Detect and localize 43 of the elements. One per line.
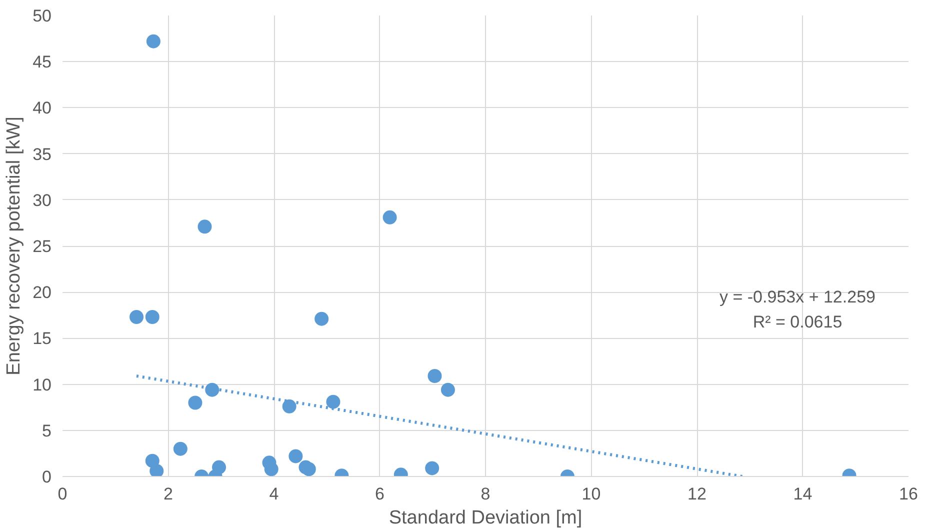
y-axis-title: Energy recovery potential [kW] bbox=[4, 116, 25, 376]
point bbox=[130, 310, 144, 324]
point bbox=[198, 220, 212, 234]
x-axis-title: Standard Deviation [m] bbox=[388, 508, 582, 528]
point bbox=[314, 312, 329, 326]
point bbox=[428, 369, 442, 383]
x-tick-label: 0 bbox=[58, 484, 68, 504]
annotation: R² = 0.0615 bbox=[752, 312, 842, 332]
point bbox=[302, 462, 316, 476]
point bbox=[425, 461, 440, 476]
y-tick-label: 30 bbox=[32, 190, 52, 210]
point bbox=[288, 449, 303, 464]
x-tick-label: 4 bbox=[269, 484, 279, 504]
point bbox=[326, 394, 340, 409]
y-tick-label: 40 bbox=[32, 98, 52, 118]
x-tick-label: 12 bbox=[688, 484, 706, 504]
y-tick-label: 20 bbox=[32, 283, 52, 302]
x-tick-label: 8 bbox=[480, 484, 490, 504]
x-tick-label: 6 bbox=[375, 484, 384, 504]
point bbox=[382, 210, 397, 224]
y-tick-label: 50 bbox=[32, 6, 52, 26]
y-tick-label: 15 bbox=[32, 329, 52, 348]
point bbox=[440, 382, 455, 397]
x-tick-label: 2 bbox=[164, 484, 173, 504]
point bbox=[173, 442, 188, 456]
y-tick-label: 5 bbox=[42, 421, 52, 440]
point bbox=[212, 460, 226, 474]
point bbox=[188, 396, 202, 410]
point bbox=[145, 310, 160, 324]
point bbox=[205, 382, 220, 397]
y-tick-label: 10 bbox=[32, 375, 52, 394]
x-tick-label: 10 bbox=[582, 484, 601, 504]
point bbox=[146, 34, 160, 48]
point bbox=[282, 399, 296, 414]
x-tick-label: 14 bbox=[793, 484, 812, 504]
y-tick-label: 45 bbox=[32, 52, 52, 72]
point bbox=[150, 464, 164, 476]
x-tick-label: 16 bbox=[899, 484, 918, 504]
y-tick-label: 0 bbox=[42, 468, 52, 486]
y-tick-label: 25 bbox=[32, 237, 52, 256]
y-tick-label: 35 bbox=[32, 144, 52, 164]
annotation: y = -0.953x + 12.259 bbox=[720, 288, 876, 306]
point bbox=[264, 462, 278, 476]
